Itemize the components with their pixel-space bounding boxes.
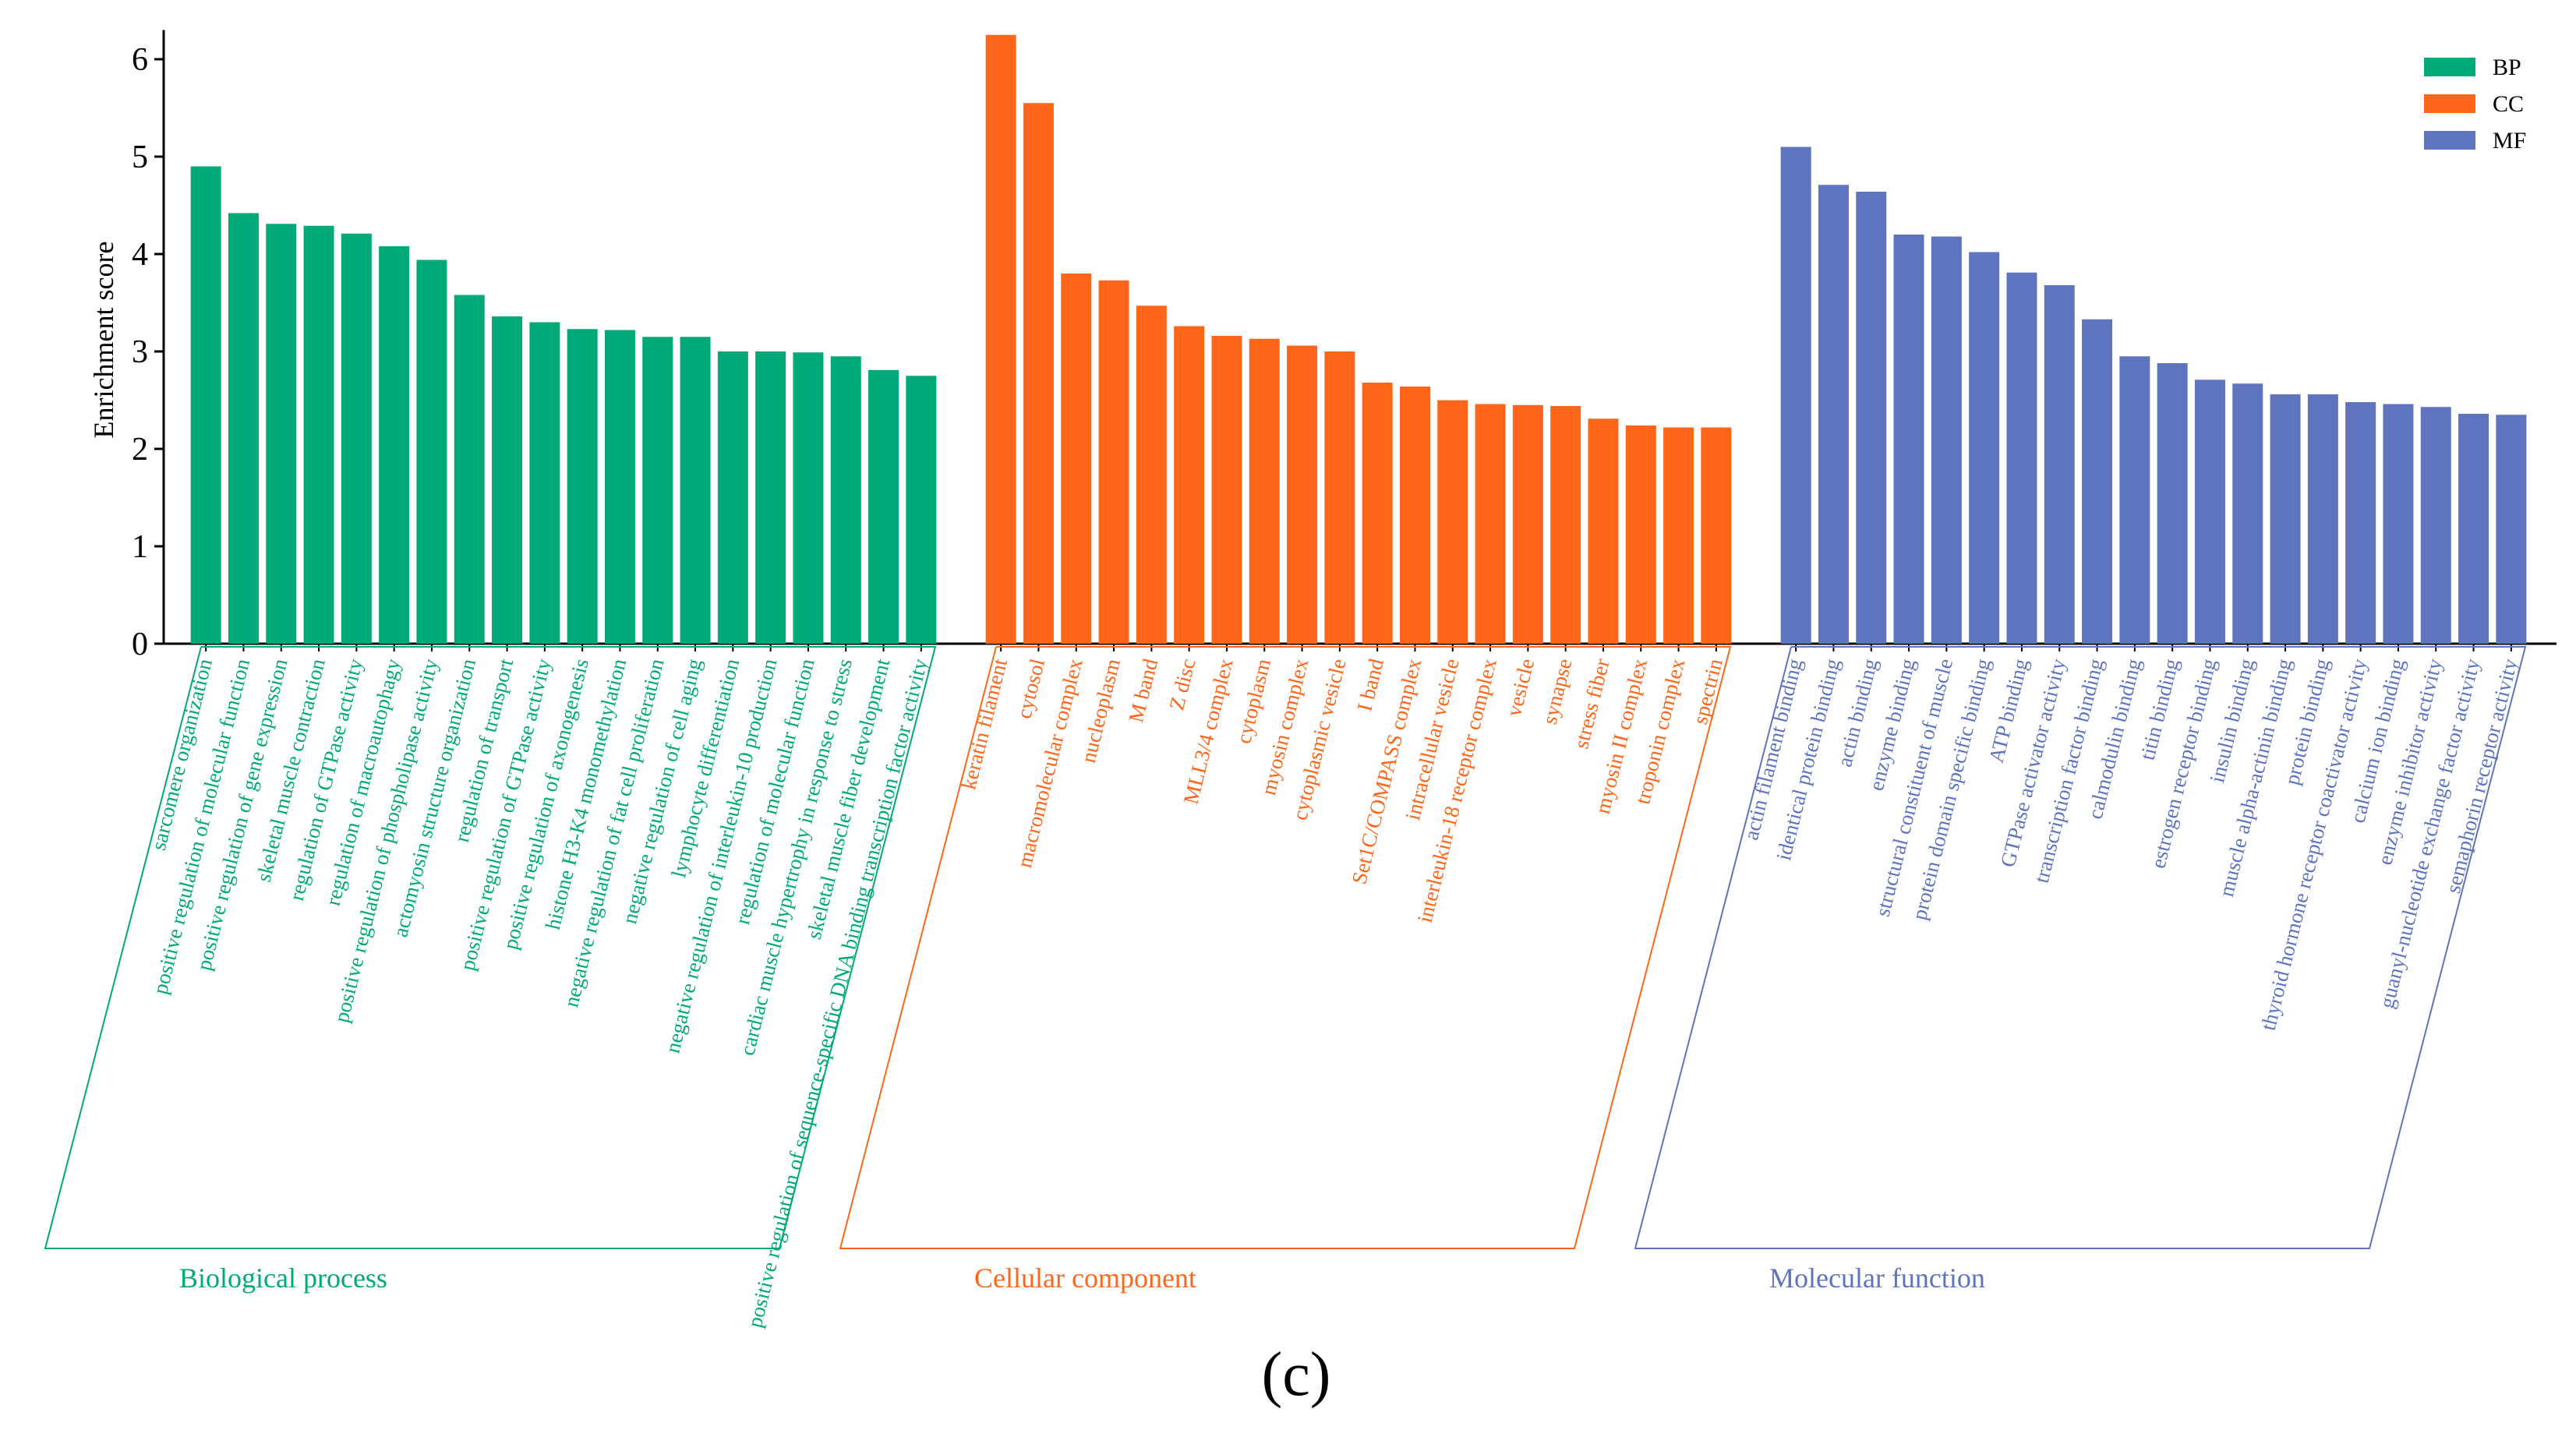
bar-bp [529,322,560,644]
bar-mf [2345,402,2376,644]
bar-cc [1437,400,1468,644]
bar-mf [1969,252,2000,644]
group-label-mf: Molecular function [1769,1262,1985,1294]
y-tick-label: 2 [132,432,148,468]
bar-mf [2270,394,2301,644]
x-tick-label: cytosol [1012,656,1049,721]
bar-bp [266,224,297,644]
bar-cc [1362,383,1393,644]
legend-label-bp: BP [2493,55,2521,80]
bar-bp [379,246,410,644]
bar-bp [755,351,786,644]
x-tick-label: spectrin [1688,656,1727,727]
y-tick-label: 6 [132,42,148,78]
bar-mf [2496,415,2527,644]
bar-cc [1475,404,1506,644]
bar-mf [2044,285,2075,644]
x-tick-label: Z disc [1164,656,1200,712]
bar-mf [2458,414,2489,644]
bar-mf [1931,236,1962,644]
bar-bp [492,316,523,644]
bar-cc [1663,427,1694,644]
legend-label-mf: MF [2493,128,2526,154]
legend-swatch-cc [2424,94,2475,113]
bar-mf [1893,235,1924,644]
bar-bp [868,369,899,644]
bar-cc [1701,427,1732,644]
bar-mf [2119,356,2150,644]
x-tick-label: keratin filament [956,656,1012,792]
bar-cc [1098,280,1129,644]
bar-cc [1136,305,1167,644]
bar-mf [2194,380,2225,644]
y-axis-label: Enrichment score [88,242,119,439]
bar-bp [717,351,748,644]
bar-mf [1856,192,1887,644]
bar-mf [1818,185,1849,644]
bar-bp [454,295,485,644]
bar-cc [985,34,1016,644]
bar-cc [1324,351,1355,644]
bar-bp [906,376,937,644]
x-tick-label: synapse [1538,656,1577,726]
y-tick-label: 4 [132,237,148,273]
bar-mf [2082,319,2113,644]
group-brackets: Biological process Cellular component Mole… [44,646,2527,1294]
bar-mf [2232,383,2263,644]
bar-cc [1588,418,1619,644]
group-bracket-mf [1634,646,2527,1249]
bar-bp [567,329,598,644]
x-tick-label: stress fiber [1569,656,1614,750]
legend-swatch-bp [2424,58,2475,76]
y-tick-label: 1 [132,529,148,565]
bar-cc [1512,404,1543,644]
bar-mf [2157,363,2188,644]
bars [190,34,2527,651]
bar-bp [604,330,635,644]
bar-mf [1780,147,1811,644]
bar-mf [2420,407,2451,644]
y-tick-label: 0 [132,627,148,662]
bar-bp [341,233,372,644]
legend-label-cc: CC [2493,91,2524,117]
x-tick-label: vesicle [1502,656,1539,719]
bar-mf [2006,272,2037,644]
x-tick-label: I band [1352,656,1388,714]
bar-bp [642,337,673,644]
group-bracket-cc [839,646,1732,1249]
bar-cc [1211,336,1242,644]
bar-cc [1287,345,1318,644]
group-label-bp: Biological process [179,1262,387,1294]
bar-bp [228,213,259,644]
bar-cc [1249,338,1280,644]
bar-bp [303,225,334,644]
x-tick-label: M band [1124,656,1162,726]
bar-cc [1061,274,1092,644]
bar-cc [1174,326,1205,644]
bar-cc [1625,425,1656,644]
legend: BP CC MF [2424,55,2526,154]
x-tick-label: cytoplasm [1231,656,1275,746]
bar-bp [793,352,824,644]
bar-mf [2307,394,2338,644]
bar-bp [190,166,221,644]
bar-cc [1023,103,1054,644]
bar-cc [1399,387,1430,644]
y-tick-label: 3 [132,334,148,370]
bar-bp [830,356,861,644]
panel-label: (c) [1262,1340,1331,1409]
bar-cc [1550,406,1581,644]
bar-bp [416,260,447,644]
bar-mf [2383,404,2414,644]
group-label-cc: Cellular component [974,1262,1196,1294]
y-tick-label: 5 [132,139,148,175]
bar-bp [680,337,711,644]
legend-swatch-mf [2424,131,2475,150]
group-bracket-bp [44,646,937,1249]
